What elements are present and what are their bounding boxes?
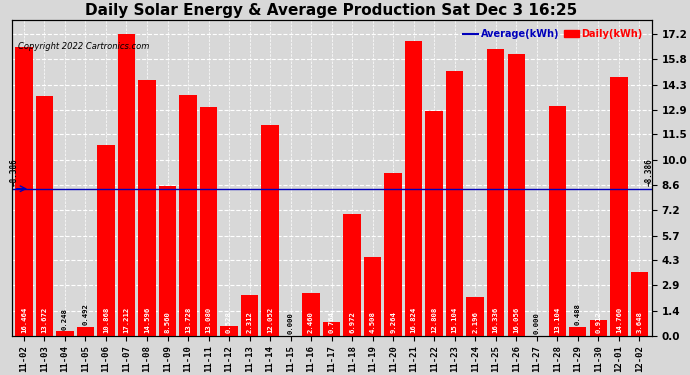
- Text: 16.336: 16.336: [493, 307, 499, 333]
- Bar: [364, 256, 382, 336]
- Text: 12.052: 12.052: [267, 307, 273, 333]
- Text: 0.248: 0.248: [62, 308, 68, 330]
- Bar: [487, 50, 504, 336]
- Bar: [56, 331, 74, 336]
- Text: 13.080: 13.080: [206, 307, 212, 333]
- Bar: [610, 77, 627, 336]
- Text: 8.560: 8.560: [164, 311, 170, 333]
- Text: 12.808: 12.808: [431, 307, 437, 333]
- Bar: [241, 295, 258, 336]
- Text: 0.764: 0.764: [328, 311, 335, 333]
- Bar: [508, 54, 525, 336]
- Text: 16.056: 16.056: [513, 307, 520, 333]
- Text: 10.868: 10.868: [103, 307, 109, 333]
- Text: 0.912: 0.912: [595, 311, 601, 333]
- Bar: [97, 145, 115, 336]
- Text: 13.104: 13.104: [554, 307, 560, 333]
- Bar: [220, 326, 238, 336]
- Bar: [569, 327, 586, 336]
- Text: 15.104: 15.104: [452, 307, 457, 333]
- Text: 0.000: 0.000: [288, 312, 293, 334]
- Text: 9.264: 9.264: [390, 311, 396, 333]
- Text: 14.760: 14.760: [615, 307, 622, 333]
- Bar: [344, 213, 361, 336]
- Text: 4.508: 4.508: [370, 311, 375, 333]
- Text: 0.492: 0.492: [83, 303, 88, 325]
- Text: 2.312: 2.312: [246, 311, 253, 333]
- Bar: [200, 106, 217, 336]
- Bar: [384, 173, 402, 336]
- Text: Copyright 2022 Cartronics.com: Copyright 2022 Cartronics.com: [18, 42, 149, 51]
- Text: 0.528: 0.528: [226, 311, 232, 333]
- Text: 14.596: 14.596: [144, 307, 150, 333]
- Text: 13.728: 13.728: [185, 307, 191, 333]
- Text: 13.672: 13.672: [41, 307, 48, 333]
- Text: 2.196: 2.196: [472, 311, 478, 333]
- Bar: [426, 111, 443, 336]
- Bar: [77, 327, 94, 336]
- Bar: [323, 322, 340, 336]
- Title: Daily Solar Energy & Average Production Sat Dec 3 16:25: Daily Solar Energy & Average Production …: [86, 3, 578, 18]
- Bar: [302, 292, 320, 336]
- Text: 0.000: 0.000: [534, 312, 540, 334]
- Bar: [138, 80, 156, 336]
- Text: →8.386: →8.386: [645, 158, 654, 186]
- Text: 0.488: 0.488: [575, 303, 581, 326]
- Text: ←8.386: ←8.386: [10, 158, 19, 186]
- Text: 3.648: 3.648: [636, 311, 642, 333]
- Bar: [405, 41, 422, 336]
- Bar: [179, 95, 197, 336]
- Text: 16.464: 16.464: [21, 307, 27, 333]
- Bar: [262, 124, 279, 336]
- Text: 17.212: 17.212: [124, 307, 130, 333]
- Bar: [159, 186, 176, 336]
- Text: 6.972: 6.972: [349, 311, 355, 333]
- Bar: [466, 297, 484, 336]
- Bar: [36, 96, 53, 336]
- Bar: [15, 47, 32, 336]
- Text: 16.824: 16.824: [411, 307, 417, 333]
- Bar: [631, 272, 648, 336]
- Bar: [446, 71, 464, 336]
- Bar: [589, 320, 607, 336]
- Text: 2.460: 2.460: [308, 311, 314, 333]
- Legend: Average(kWh), Daily(kWh): Average(kWh), Daily(kWh): [460, 25, 647, 43]
- Bar: [549, 106, 566, 336]
- Bar: [118, 34, 135, 336]
